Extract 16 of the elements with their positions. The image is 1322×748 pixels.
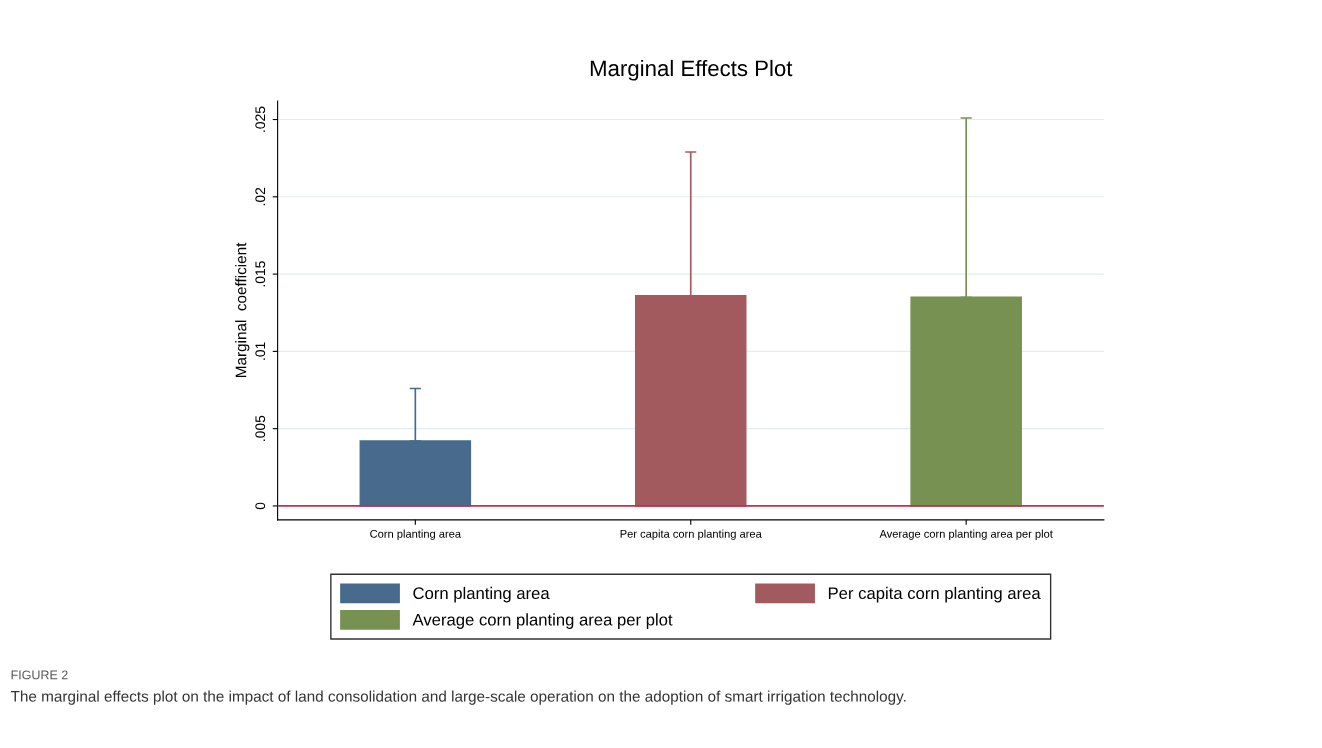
y-tick-label: .005: [255, 415, 266, 441]
y-tick-label: .025: [255, 106, 266, 132]
y-tick-label: .015: [255, 261, 266, 287]
y-axis-title: Marginal coefficient: [235, 242, 250, 377]
x-tick-label: Corn planting area: [370, 529, 462, 540]
text: The marginal effects plot on the impact of land consolidation and large-scale operation on the adoption of smart irrigation technology.: [10, 690, 906, 705]
legend-label: Corn planting area: [413, 586, 550, 603]
x-tick-label: Average corn planting area per plot: [879, 529, 1053, 540]
legend-label: Average corn planting area per plot: [412, 613, 673, 629]
y-tick-label: .01: [255, 342, 266, 360]
caption: FIGURE 2: [11, 670, 68, 680]
y-tick-label: 0: [255, 502, 266, 510]
x-tick-label: Per capita corn planting area: [620, 529, 762, 540]
chart-title: Marginal Effects Plot: [590, 59, 793, 81]
legend-label: Per capita corn planting area: [828, 586, 1041, 603]
y-tick-label: .02: [255, 187, 266, 206]
